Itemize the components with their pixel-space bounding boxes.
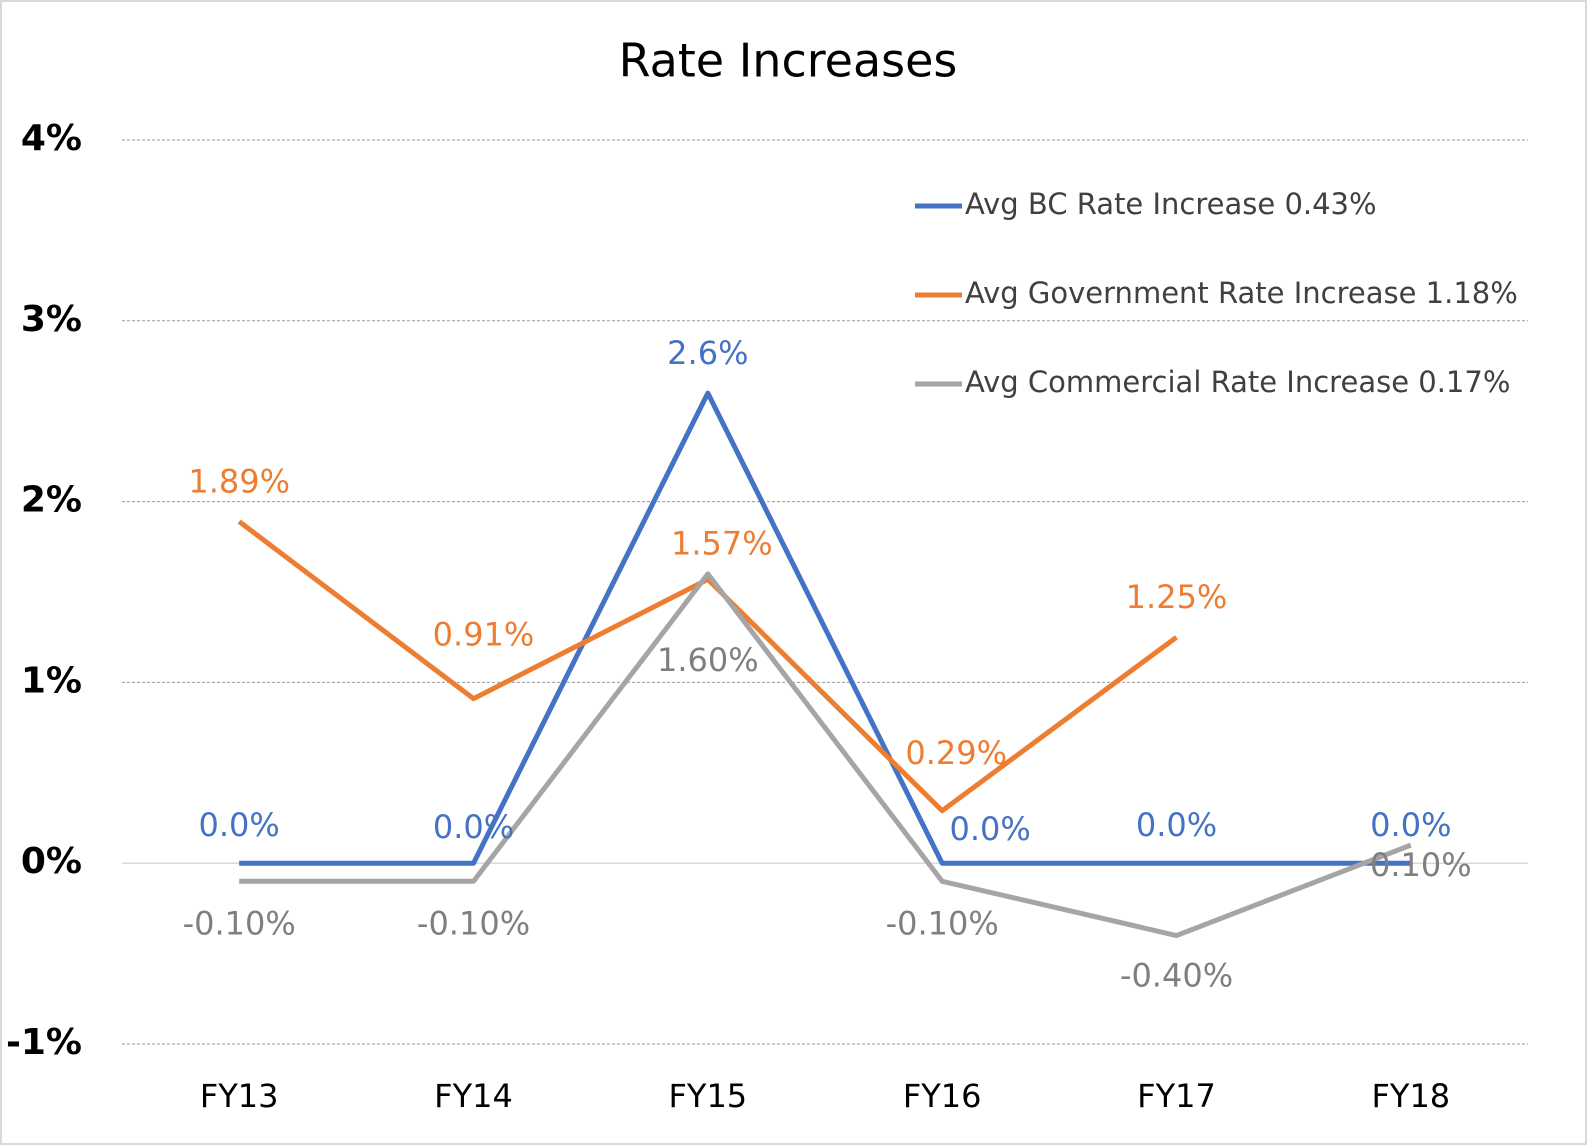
- data-label: 2.6%: [667, 334, 748, 372]
- x-tick-label: FY17: [1137, 1077, 1216, 1115]
- x-tick-label: FY13: [200, 1077, 279, 1115]
- data-label: 1.60%: [657, 641, 759, 679]
- data-label: 0.0%: [433, 808, 514, 846]
- data-label: 0.0%: [199, 806, 280, 844]
- y-tick-label: 0%: [21, 841, 82, 882]
- legend-label: Avg BC Rate Increase 0.43%: [965, 187, 1377, 221]
- data-label: 1.25%: [1126, 578, 1228, 616]
- data-label: 0.0%: [950, 810, 1031, 848]
- legend-label: Avg Commercial Rate Increase 0.17%: [965, 365, 1510, 399]
- data-label: -0.10%: [183, 904, 296, 942]
- data-label: 0.10%: [1370, 846, 1472, 884]
- data-label: 1.57%: [671, 524, 773, 562]
- chart-title: Rate Increases: [619, 34, 958, 88]
- series-line: [239, 390, 1411, 866]
- y-tick-label: 4%: [21, 118, 82, 159]
- x-tick-label: FY16: [903, 1077, 982, 1115]
- data-label: 0.0%: [1136, 806, 1217, 844]
- data-label: -0.10%: [886, 904, 999, 942]
- y-tick-label: 3%: [21, 299, 82, 340]
- data-label: 0.29%: [905, 734, 1007, 772]
- data-label: 0.91%: [433, 616, 535, 654]
- y-tick-label: -1%: [6, 1022, 82, 1063]
- data-label: 0.0%: [1370, 806, 1451, 844]
- data-label: -0.40%: [1120, 957, 1233, 995]
- x-tick-label: FY14: [434, 1077, 513, 1115]
- data-label: -0.10%: [417, 904, 530, 942]
- x-tick-label: FY18: [1371, 1077, 1450, 1115]
- y-tick-label: 1%: [21, 660, 82, 701]
- legend-label: Avg Government Rate Increase 1.18%: [965, 276, 1518, 310]
- x-tick-label: FY15: [668, 1077, 747, 1115]
- data-label: 1.89%: [188, 462, 290, 500]
- y-tick-label: 2%: [21, 480, 82, 521]
- series-line: [237, 519, 1178, 814]
- series-line: [239, 571, 1412, 939]
